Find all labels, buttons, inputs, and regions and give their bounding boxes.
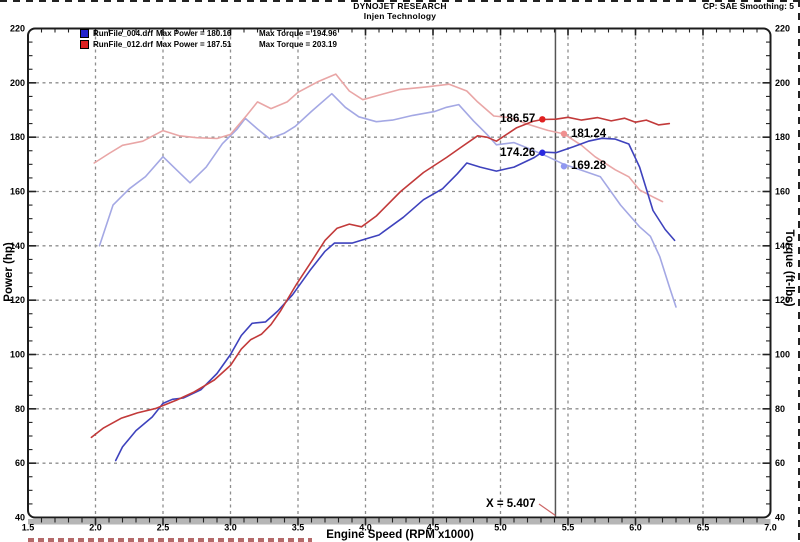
selection-border-right-icon [798,0,800,542]
curve-torque_red [93,73,664,203]
legend-swatch-red-icon [80,40,89,49]
callout-power-red-value: 186.57 [500,113,536,126]
y-tick-label-left: 80 [15,404,25,414]
y-tick-label-right: 180 [775,132,790,142]
x-tick-label: 6.0 [629,523,642,533]
callout-dot-torque_blue [560,163,568,170]
curve-torque_blue [98,92,677,308]
y-axis-label-torque: Torque (ft-lbs) [783,229,795,307]
y-tick-label-right: 60 [775,458,785,468]
callout-dot-power_red [539,116,546,123]
y-tick-label-left: 140 [10,241,25,251]
plot-frame [27,27,772,519]
y-tick-label-left: 180 [10,132,25,142]
y-tick-label-right: 80 [775,404,785,414]
y-tick-label-right: 40 [775,513,785,523]
legend-swatch-blue-icon [80,29,89,38]
callout-dot-torque_red [560,130,568,137]
x-tick-label: 2.0 [89,523,102,533]
cropped-text-fragment [28,538,312,542]
curve-power_red [90,116,671,439]
y-tick-label-right: 200 [775,78,790,88]
y-tick-label-left: 220 [10,24,25,34]
y-tick-label-left: 40 [15,513,25,523]
x-tick-label: 5.5 [562,523,575,533]
smoothing-info: CP: SAE Smoothing: 5 [702,1,794,11]
y-tick-label-right: 140 [775,241,790,251]
legend-run-2-file: RunFile_012.drf [93,40,154,49]
x-tick-label: 1.5 [22,523,35,533]
callout-torque-blue-value: 169.28 [570,160,607,173]
y-tick-label-left: 100 [10,350,25,360]
x-tick-label: 3.0 [224,523,237,533]
y-tick-label-left: 60 [15,458,25,468]
y-tick-label-right: 100 [775,350,790,360]
legend-run-1: RunFile_004.drf Max Power = 180.16 Max T… [80,28,337,39]
y-tick-label-left: 200 [10,78,25,88]
y-tick-label-right: 120 [775,295,790,305]
legend-run-2-max-torque: Max Torque = 203.19 [259,40,337,49]
legend-run-2-max-power: Max Power = 187.51 [156,40,232,49]
x-tick-label: 5.0 [494,523,507,533]
callout-dot-power_blue [539,149,546,156]
legend-run-2: RunFile_012.drf Max Power = 187.51 Max T… [80,39,337,50]
x-tick-label: 3.5 [292,523,305,533]
callout-torque-red-value: 181.24 [570,127,607,140]
y-axis-label-power: Power (hp) [3,242,15,302]
cursor-x-label: X = 5.407 [486,498,536,510]
y-tick-label-right: 220 [775,24,790,34]
legend: RunFile_004.drf Max Power = 180.16 Max T… [80,28,337,50]
x-tick-label: 4.0 [359,523,372,533]
x-tick-label: 6.5 [697,523,710,533]
app-title: DYNOJET RESEARCH [353,1,447,11]
shop-name: Injen Technology [363,11,437,21]
y-tick-label-left: 160 [10,187,25,197]
x-axis-label: Engine Speed (RPM x1000) [326,529,474,541]
x-tick-label: 7.0 [764,523,777,533]
callout-power-blue-value: 174.26 [500,146,536,159]
legend-run-1-max-power: Max Power = 180.16 [156,29,232,38]
cursor-leader-line [538,503,556,516]
x-axis-bar [28,519,771,525]
legend-run-1-max-torque: Max Torque = 194.96 [259,29,337,38]
x-tick-label: 2.5 [157,523,170,533]
legend-run-1-file: RunFile_004.drf [93,29,154,38]
curve-power_blue [114,137,676,462]
selection-border-top-icon [0,0,800,2]
y-tick-label-right: 160 [775,187,790,197]
y-tick-label-left: 120 [10,295,25,305]
x-tick-label: 4.5 [427,523,440,533]
